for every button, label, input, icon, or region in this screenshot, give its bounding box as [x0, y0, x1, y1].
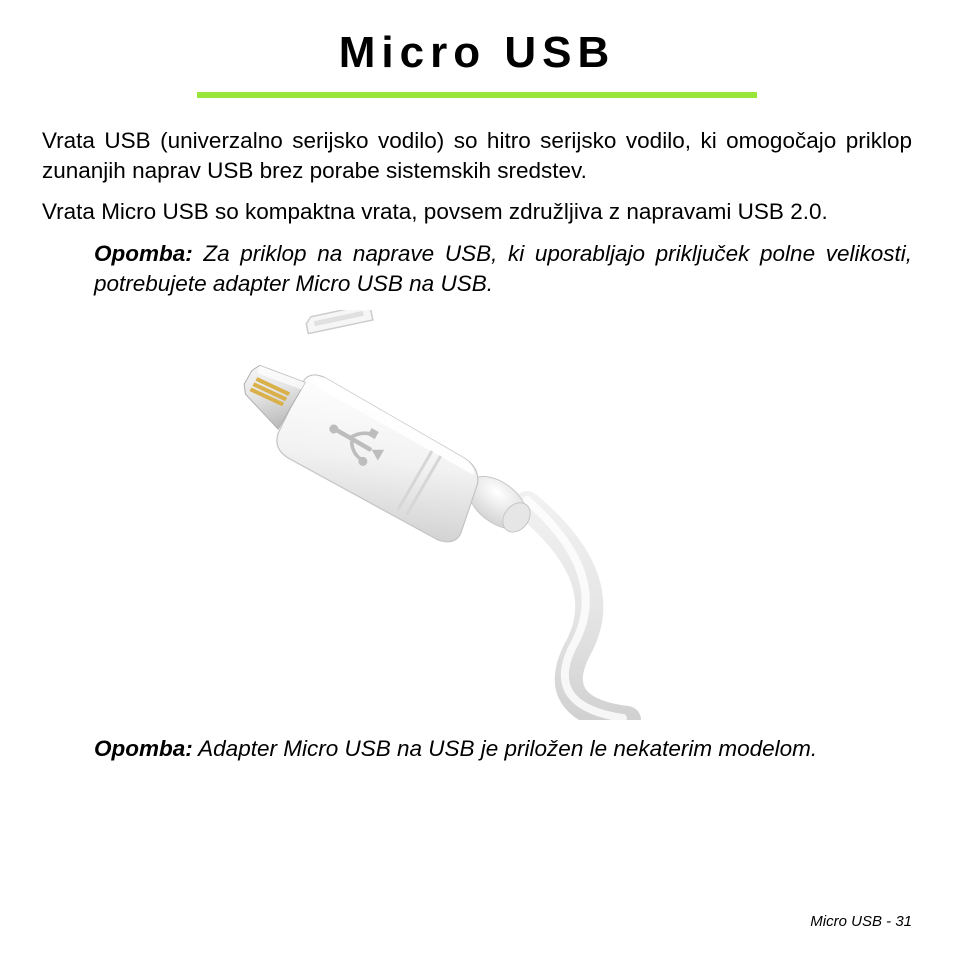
footer-separator: - [882, 913, 895, 930]
note-1-text: Za priklop na naprave USB, ki uporabljaj… [94, 241, 912, 296]
note-label: Opomba: [94, 241, 193, 266]
page-footer: Micro USB - 31 [810, 913, 912, 930]
port-outline-icon [305, 310, 373, 334]
footer-page-number: 31 [895, 913, 912, 930]
connector-body [266, 370, 494, 552]
note-2-text: Adapter Micro USB na USB je priložen le … [193, 736, 817, 761]
title-underline [197, 92, 757, 98]
paragraph-1: Vrata USB (univerzalno serijsko vodilo) … [42, 126, 912, 185]
paragraph-2: Vrata Micro USB so kompaktna vrata, povs… [42, 197, 912, 227]
micro-usb-illustration [197, 310, 757, 720]
footer-section: Micro USB [810, 913, 882, 930]
note-2: Opomba: Adapter Micro USB na USB je pril… [94, 734, 912, 764]
note-label: Opomba: [94, 736, 193, 761]
note-1: Opomba: Za priklop na naprave USB, ki up… [94, 239, 912, 298]
figure-container [42, 310, 912, 720]
page-title: Micro USB [42, 28, 912, 78]
